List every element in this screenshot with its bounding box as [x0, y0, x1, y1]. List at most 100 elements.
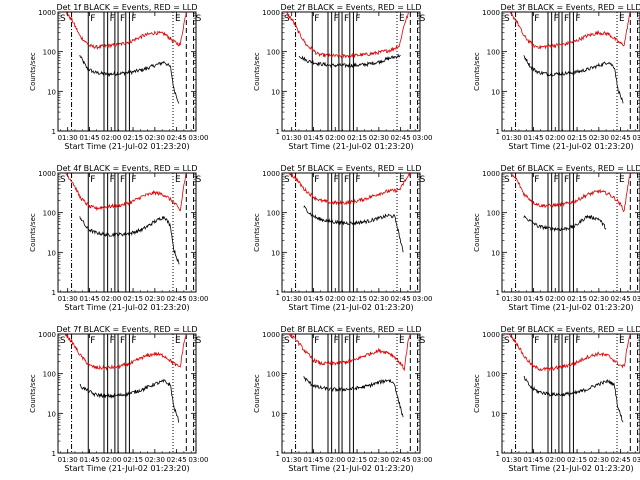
- plot-frame: [281, 333, 421, 454]
- marker-label: F: [554, 175, 559, 185]
- x-axis-label: Start Time (21-Jul-02 01:23:20): [508, 303, 633, 312]
- plot-frame: [57, 172, 197, 293]
- x-tick-label: 02:45: [167, 134, 187, 142]
- marker-label: F: [344, 14, 349, 24]
- x-tick-label: 02:45: [167, 456, 187, 464]
- marker-label: E: [399, 336, 405, 346]
- panel-title: Det 5f BLACK = Events, RED = LLD: [280, 164, 421, 173]
- marker-label: S: [196, 14, 202, 24]
- y-tick-label: 100: [43, 371, 56, 379]
- marker-label: E: [175, 175, 181, 185]
- marker-label: S: [284, 336, 290, 346]
- y-tick-label: 1000: [482, 9, 500, 17]
- panel-det-6: Det 6f BLACK = Events, RED = LLD Start Ti…: [473, 164, 640, 312]
- x-tick-label: 01:30: [282, 456, 302, 464]
- x-tick-label: 03:00: [412, 456, 432, 464]
- y-tick-label: 10: [47, 249, 56, 257]
- x-tick-label: 02:45: [391, 295, 411, 303]
- y-tick-label: 10: [47, 410, 56, 418]
- y-tick-label: 100: [487, 210, 500, 218]
- series-events-line: [523, 214, 607, 232]
- x-tick-label: 01:30: [502, 295, 522, 303]
- x-tick-label: 02:30: [145, 456, 165, 464]
- y-axis-label: Counts/sec: [473, 374, 481, 413]
- x-tick-label: 02:30: [589, 456, 609, 464]
- marker-label: F: [355, 14, 360, 24]
- marker-label: S: [284, 175, 290, 185]
- y-axis-label: Counts/sec: [473, 52, 481, 91]
- x-tick-label: 02:45: [391, 134, 411, 142]
- x-axis-label: Start Time (21-Jul-02 01:23:20): [64, 142, 189, 151]
- marker-label: F: [110, 175, 115, 185]
- panel-title: Det 7f BLACK = Events, RED = LLD: [56, 325, 197, 334]
- x-tick-label: 01:45: [79, 456, 99, 464]
- x-tick-label: 02:45: [611, 456, 631, 464]
- marker-label: E: [619, 14, 625, 24]
- x-tick-label: 03:00: [188, 134, 208, 142]
- series-events-line: [303, 376, 404, 418]
- x-tick-label: 01:45: [303, 456, 323, 464]
- y-tick-label: 1: [276, 289, 280, 297]
- y-tick-label: 10: [47, 88, 56, 96]
- x-tick-label: 02:30: [145, 295, 165, 303]
- marker-label: F: [575, 336, 580, 346]
- x-tick-label: 02:30: [369, 134, 389, 142]
- marker-label: F: [314, 14, 319, 24]
- x-tick-label: 01:30: [282, 295, 302, 303]
- marker-label: F: [355, 336, 360, 346]
- x-tick-label: 02:15: [347, 456, 367, 464]
- y-tick-label: 100: [43, 49, 56, 57]
- y-tick-label: 1000: [38, 170, 56, 178]
- series-events-line: [523, 55, 624, 104]
- marker-label: F: [355, 175, 360, 185]
- marker-label: E: [399, 175, 405, 185]
- marker-label: S: [504, 14, 510, 24]
- marker-label: F: [334, 14, 339, 24]
- y-tick-label: 100: [267, 371, 280, 379]
- marker-label: E: [619, 175, 625, 185]
- series-lld-line: [288, 173, 411, 206]
- marker-label: F: [334, 336, 339, 346]
- y-tick-label: 100: [267, 49, 280, 57]
- panel-title: Det 9f BLACK = Events, RED = LLD: [500, 325, 640, 334]
- series-lld-line: [508, 334, 631, 372]
- x-tick-label: 03:00: [188, 295, 208, 303]
- y-tick-label: 100: [487, 49, 500, 57]
- y-axis-label: Counts/sec: [29, 213, 37, 252]
- x-tick-label: 02:00: [325, 456, 345, 464]
- marker-label: S: [420, 14, 426, 24]
- y-tick-label: 10: [271, 249, 280, 257]
- marker-label: S: [504, 175, 510, 185]
- marker-label: F: [534, 14, 539, 24]
- marker-label: F: [564, 336, 569, 346]
- y-tick-label: 1: [276, 128, 280, 136]
- y-tick-label: 1: [496, 128, 500, 136]
- x-tick-label: 03:00: [412, 295, 432, 303]
- panel-det-1: Det 1f BLACK = Events, RED = LLD Start Ti…: [29, 3, 209, 151]
- marker-label: S: [420, 336, 426, 346]
- marker-label: F: [90, 175, 95, 185]
- x-tick-label: 02:45: [391, 456, 411, 464]
- y-tick-label: 1: [52, 128, 56, 136]
- x-tick-label: 02:45: [611, 134, 631, 142]
- marker-label: S: [420, 175, 426, 185]
- y-tick-label: 1000: [262, 9, 280, 17]
- y-tick-label: 1000: [262, 170, 280, 178]
- y-tick-label: 10: [491, 410, 500, 418]
- x-tick-label: 03:00: [412, 134, 432, 142]
- x-axis-label: Start Time (21-Jul-02 01:23:20): [508, 142, 633, 151]
- y-tick-label: 10: [271, 410, 280, 418]
- x-tick-label: 03:00: [632, 134, 640, 142]
- marker-label: F: [554, 14, 559, 24]
- x-tick-label: 01:30: [58, 295, 78, 303]
- x-tick-label: 02:00: [545, 295, 565, 303]
- x-axis-label: Start Time (21-Jul-02 01:23:20): [64, 303, 189, 312]
- series-events-line: [303, 205, 404, 253]
- y-tick-label: 1: [52, 450, 56, 458]
- marker-label: S: [196, 175, 202, 185]
- y-tick-label: 1: [496, 450, 500, 458]
- x-tick-label: 01:30: [58, 134, 78, 142]
- x-tick-label: 02:00: [101, 456, 121, 464]
- series-lld-line: [285, 12, 410, 59]
